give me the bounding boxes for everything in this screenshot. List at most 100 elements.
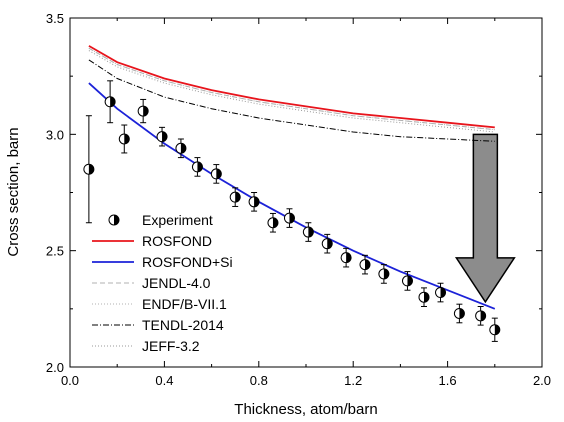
- marker-fill: [346, 252, 352, 263]
- experiment-marker: [248, 196, 260, 208]
- y-tick-label: 3.5: [46, 11, 64, 26]
- experiment-point: [359, 254, 371, 275]
- marker-fill: [424, 292, 429, 303]
- marker-fill: [216, 168, 222, 179]
- legend-label: ROSFOND+Si: [142, 254, 233, 270]
- experiment-marker: [302, 226, 314, 238]
- experiment-marker: [378, 268, 390, 280]
- marker-fill: [327, 238, 333, 249]
- experiment-point: [418, 287, 430, 308]
- marker-fill: [480, 310, 486, 321]
- experiment-marker: [267, 217, 279, 229]
- legend-item: ROSFOND+Si: [92, 254, 233, 270]
- marker-fill: [110, 96, 116, 107]
- marker-fill: [494, 324, 500, 335]
- marker-fill: [254, 196, 260, 207]
- marker-fill: [88, 164, 94, 175]
- experiment-marker: [175, 142, 187, 154]
- experiment-point: [321, 233, 333, 254]
- experiment-point: [378, 264, 390, 284]
- marker-fill: [459, 308, 465, 319]
- marker-fill: [407, 275, 413, 286]
- experiment-marker: [489, 324, 501, 336]
- experiment-marker: [401, 275, 413, 287]
- legend-item: ENDF/B-VII.1: [92, 296, 227, 312]
- marker-fill: [114, 215, 119, 225]
- experiment-marker: [191, 161, 203, 173]
- down-arrow-annotation: [454, 133, 516, 304]
- legend-item: Experiment: [108, 212, 213, 228]
- legend-item: TENDL-2014: [92, 317, 224, 333]
- experiment-point: [191, 157, 203, 177]
- experiment-marker: [210, 168, 222, 180]
- experiment-marker: [229, 191, 241, 203]
- annotation-layer: [454, 133, 516, 304]
- experiment-marker: [435, 287, 447, 299]
- experiment-point: [401, 271, 413, 291]
- x-tick-label: 1.6: [439, 373, 457, 388]
- experiment-marker: [83, 163, 95, 175]
- experiment-marker: [104, 96, 116, 108]
- experiment-point: [475, 306, 487, 326]
- marker-fill: [124, 133, 130, 144]
- experiment-point: [302, 222, 314, 242]
- legend-label: TENDL-2014: [142, 317, 224, 333]
- experiment-points-layer: [83, 80, 501, 342]
- marker-fill: [143, 106, 149, 117]
- series-line-endf-b-vii-1: [88, 47, 495, 131]
- experiment-point: [210, 164, 222, 184]
- legend-label: ROSFOND: [142, 233, 212, 249]
- experiment-marker: [118, 133, 130, 145]
- marker-fill: [383, 268, 389, 279]
- experiment-marker: [340, 252, 352, 264]
- experiment-point: [453, 303, 465, 324]
- series-line-jeff-3-2: [88, 50, 495, 133]
- experiment-marker: [156, 131, 168, 143]
- experiment-marker: [475, 310, 487, 322]
- x-tick-label: 2.0: [533, 373, 551, 388]
- legend-item: ROSFOND: [92, 233, 212, 249]
- experiment-point: [118, 124, 130, 154]
- marker-fill: [440, 287, 446, 298]
- experiment-marker: [137, 105, 149, 117]
- y-tick-label: 3.0: [46, 127, 64, 142]
- marker-fill: [235, 192, 241, 203]
- experiment-point: [435, 282, 447, 303]
- marker-fill: [365, 259, 370, 270]
- experiment-point: [156, 126, 168, 147]
- x-tick-label: 1.2: [344, 373, 362, 388]
- legend: Experiment ROSFOND ROSFOND+Si JENDL-4.0 ENDF…: [92, 212, 233, 354]
- marker-fill: [162, 131, 168, 142]
- experiment-point: [340, 247, 352, 268]
- legend-marker-experiment: [108, 214, 120, 226]
- experiment-point: [267, 212, 279, 233]
- legend-label: JEFF-3.2: [142, 338, 200, 354]
- marker-fill: [197, 161, 203, 172]
- series-line-rosfond: [88, 45, 495, 129]
- y-tick-label: 2.0: [46, 360, 64, 375]
- experiment-point: [83, 115, 95, 224]
- experiment-marker: [283, 212, 295, 224]
- experiment-marker: [453, 307, 465, 319]
- experiment-point: [137, 98, 149, 124]
- x-tick-label: 0.8: [250, 373, 268, 388]
- series-line-jendl-4-0: [88, 47, 495, 131]
- legend-item: JENDL-4.0: [92, 275, 211, 291]
- y-tick-label: 2.5: [46, 244, 64, 259]
- y-axis-label: Cross section, barn: [5, 127, 22, 256]
- experiment-marker: [321, 238, 333, 250]
- axis-ticks-layer: 0.0 0.4 0.8 1.2 1.6 2.0 2.0 2.5 3.0 3.5: [46, 11, 551, 388]
- experiment-point: [104, 80, 116, 124]
- legend-label: JENDL-4.0: [142, 275, 211, 291]
- x-axis-label: Thickness, atom/barn: [234, 401, 377, 418]
- x-tick-label: 0.4: [155, 373, 173, 388]
- marker-fill: [180, 143, 186, 154]
- experiment-point: [248, 192, 260, 212]
- legend-label: Experiment: [142, 212, 213, 228]
- x-tick-label: 0.0: [61, 373, 79, 388]
- experiment-point: [175, 138, 187, 159]
- marker-fill: [272, 217, 278, 228]
- legend-label: ENDF/B-VII.1: [142, 296, 227, 312]
- series-line-rosfond-si: [88, 82, 496, 310]
